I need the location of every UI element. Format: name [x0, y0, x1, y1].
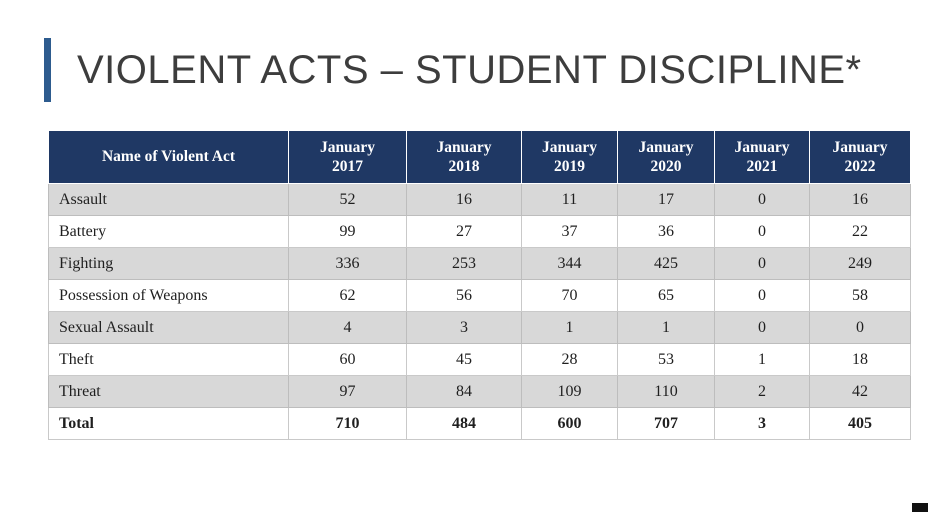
data-cell: 336 [288, 247, 407, 280]
title-accent-bar [44, 38, 51, 102]
table-row: Sexual Assault 4 3 1 1 0 0 [48, 311, 911, 344]
table-header: Name of Violent Act January 2017 January 201… [48, 130, 911, 184]
data-cell: 2 [714, 375, 810, 408]
data-cell: 1 [521, 311, 618, 344]
data-cell: 36 [617, 215, 715, 248]
row-label: Battery [48, 215, 289, 248]
table-row: Battery 99 27 37 36 0 22 [48, 215, 911, 248]
data-cell: 58 [809, 279, 911, 312]
column-header-2018: January 2018 [406, 130, 522, 184]
data-cell: 22 [809, 215, 911, 248]
data-cell: 16 [809, 183, 911, 216]
data-cell: 62 [288, 279, 407, 312]
data-cell: 253 [406, 247, 522, 280]
data-cell: 18 [809, 343, 911, 376]
data-cell: 0 [714, 215, 810, 248]
data-cell: 0 [809, 311, 911, 344]
row-label: Possession of Weapons [48, 279, 289, 312]
row-label: Fighting [48, 247, 289, 280]
violent-acts-table: Name of Violent Act January 2017 January 201… [48, 130, 911, 440]
table-header-row: Name of Violent Act January 2017 January 201… [48, 130, 911, 184]
column-header-2020: January 2020 [617, 130, 715, 184]
data-cell: 42 [809, 375, 911, 408]
data-cell: 97 [288, 375, 407, 408]
slide: VIOLENT ACTS – STUDENT DISCIPLINE* Name … [0, 36, 928, 512]
data-cell: 11 [521, 183, 618, 216]
row-label: Total [48, 407, 289, 440]
data-cell: 249 [809, 247, 911, 280]
table-row: Fighting 336 253 344 425 0 249 [48, 247, 911, 280]
data-cell: 0 [714, 279, 810, 312]
data-cell: 16 [406, 183, 522, 216]
data-cell: 52 [288, 183, 407, 216]
data-cell: 344 [521, 247, 618, 280]
data-cell: 70 [521, 279, 618, 312]
data-cell: 425 [617, 247, 715, 280]
data-cell: 3 [714, 407, 810, 440]
data-cell: 484 [406, 407, 522, 440]
data-cell: 45 [406, 343, 522, 376]
data-cell: 109 [521, 375, 618, 408]
data-cell: 0 [714, 183, 810, 216]
data-cell: 65 [617, 279, 715, 312]
column-header-name: Name of Violent Act [48, 130, 289, 184]
table-body: Assault 52 16 11 17 0 16 Battery 99 27 37 36 0 22 Figh… [48, 183, 911, 440]
data-cell: 4 [288, 311, 407, 344]
table-row: Total 710 484 600 707 3 405 [48, 407, 911, 440]
title-row: VIOLENT ACTS – STUDENT DISCIPLINE* [44, 36, 928, 104]
data-cell: 60 [288, 343, 407, 376]
table-row: Assault 52 16 11 17 0 16 [48, 183, 911, 216]
data-cell: 37 [521, 215, 618, 248]
data-cell: 17 [617, 183, 715, 216]
data-cell: 27 [406, 215, 522, 248]
data-cell: 710 [288, 407, 407, 440]
data-cell: 110 [617, 375, 715, 408]
data-cell: 0 [714, 247, 810, 280]
data-cell: 405 [809, 407, 911, 440]
data-cell: 600 [521, 407, 618, 440]
table-row: Threat 97 84 109 110 2 42 [48, 375, 911, 408]
column-header-2021: January 2021 [714, 130, 810, 184]
data-cell: 84 [406, 375, 522, 408]
data-cell: 56 [406, 279, 522, 312]
page-title: VIOLENT ACTS – STUDENT DISCIPLINE* [77, 47, 862, 92]
data-cell: 53 [617, 343, 715, 376]
video-corner-artifact [912, 503, 928, 512]
data-cell: 707 [617, 407, 715, 440]
table-row: Theft 60 45 28 53 1 18 [48, 343, 911, 376]
data-cell: 1 [617, 311, 715, 344]
data-cell: 1 [714, 343, 810, 376]
row-label: Theft [48, 343, 289, 376]
data-cell: 3 [406, 311, 522, 344]
row-label: Threat [48, 375, 289, 408]
data-cell: 28 [521, 343, 618, 376]
data-cell: 0 [714, 311, 810, 344]
data-cell: 99 [288, 215, 407, 248]
column-header-2017: January 2017 [288, 130, 407, 184]
row-label: Assault [48, 183, 289, 216]
column-header-2019: January 2019 [521, 130, 618, 184]
column-header-2022: January 2022 [809, 130, 911, 184]
row-label: Sexual Assault [48, 311, 289, 344]
table-row: Possession of Weapons 62 56 70 65 0 58 [48, 279, 911, 312]
